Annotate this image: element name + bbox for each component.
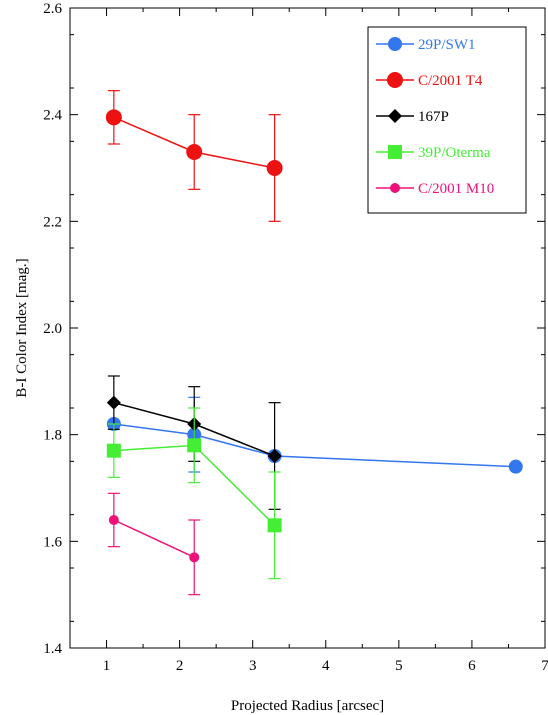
y-tick-label: 2.4 (43, 108, 62, 124)
data-point (105, 109, 122, 126)
legend-marker (388, 109, 402, 123)
series-0 (106, 396, 523, 474)
x-tick-label: 3 (249, 658, 257, 674)
y-tick-label: 1.8 (43, 428, 62, 444)
series-line (113, 519, 195, 559)
legend-label: C/2001 T4 (418, 73, 483, 89)
legend-item: 29P/SW1 (376, 37, 476, 53)
x-tick-label: 2 (176, 658, 184, 674)
x-axis-label: Projected Radius [arcsec] (231, 698, 384, 714)
data-point (189, 552, 200, 563)
series-line (113, 423, 516, 468)
x-tick-label: 6 (468, 658, 476, 674)
legend-label: 29P/SW1 (418, 37, 476, 53)
y-tick-label: 2.2 (43, 214, 62, 230)
y-tick-label: 1.4 (43, 641, 62, 657)
data-point (267, 449, 282, 463)
data-point (508, 459, 523, 474)
legend-marker (388, 145, 402, 159)
series-4 (107, 492, 201, 596)
data-point (267, 518, 282, 533)
x-tick-label: 5 (395, 658, 403, 674)
y-tick-label: 2.0 (43, 321, 62, 337)
legend-label: 167P (418, 109, 449, 125)
legend-item: C/2001 M10 (376, 181, 494, 197)
data-point (106, 395, 121, 410)
x-tick-label: 4 (322, 658, 330, 674)
legend-item: C/2001 T4 (376, 72, 483, 89)
y-tick-label: 1.6 (43, 534, 62, 550)
legend-marker (387, 72, 403, 88)
legend-label: C/2001 M10 (418, 181, 494, 197)
series-3 (106, 407, 282, 580)
x-tick-label: 7 (541, 658, 548, 674)
legend-item: 39P/Oterma (376, 145, 491, 161)
y-tick-label: 2.6 (43, 1, 62, 17)
plot-area (105, 90, 523, 596)
data-point (266, 160, 283, 176)
legend-label: 39P/Oterma (418, 145, 491, 161)
series-1 (105, 90, 283, 222)
axes: 1 2 3 4 5 6 7 1.4 1.6 1.8 2.0 2.2 2.4 2.6 (43, 1, 548, 674)
y-axis-label: B-I Color Index [mag.] (14, 258, 30, 397)
legend-item: 167P (376, 109, 449, 125)
data-point (108, 515, 119, 525)
legend-marker (388, 37, 402, 51)
data-point (187, 438, 202, 453)
data-point (106, 443, 121, 458)
legend: 29P/SW1 C/2001 T4 167P 39P/Oterma C/2001 M10 (367, 26, 527, 214)
data-point (186, 144, 203, 160)
legend-marker (390, 183, 400, 193)
x-tick-label: 1 (103, 658, 111, 674)
